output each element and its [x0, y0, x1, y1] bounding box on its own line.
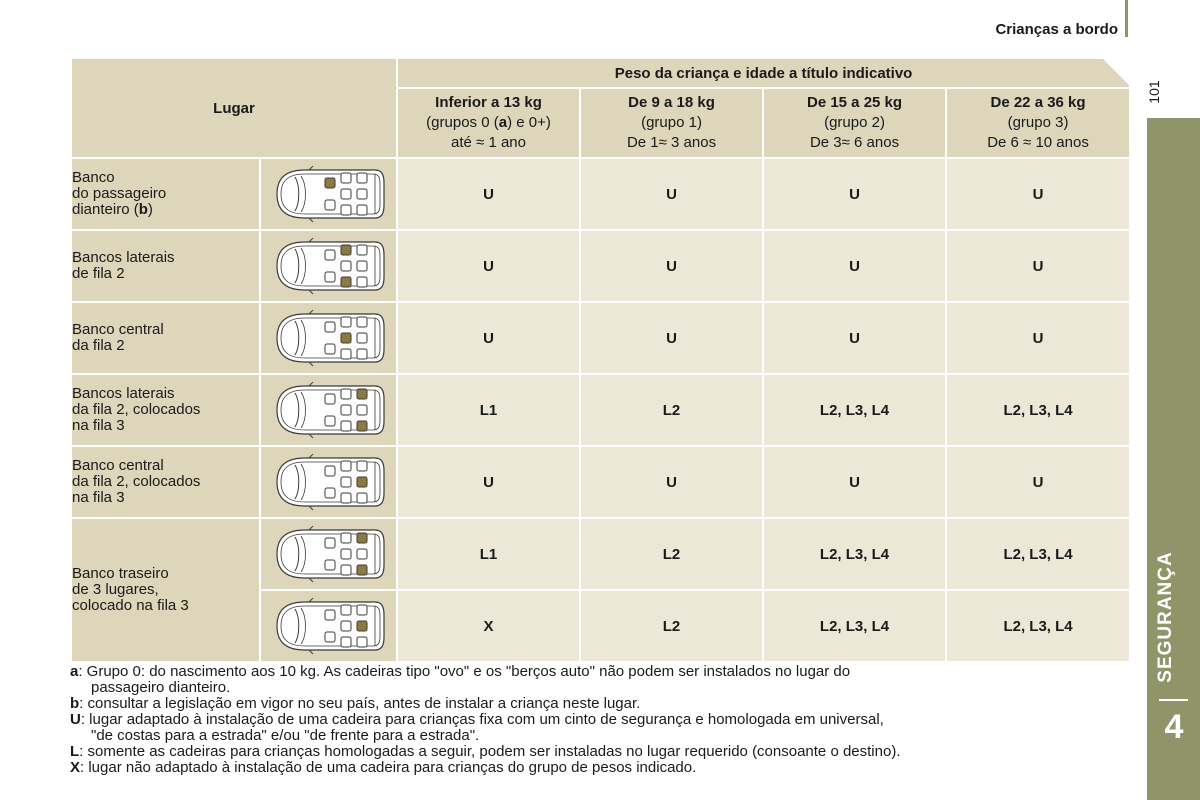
side-tab-rule [1159, 699, 1188, 701]
table-cell: U [396, 445, 582, 519]
table-cell: U [945, 445, 1132, 519]
footnote: X: lugar não adaptado à instalação de um… [70, 759, 697, 776]
table-cell: L2, L3, L4 [762, 589, 948, 663]
footnote: U: lugar adaptado à instalação de uma ca… [70, 711, 884, 728]
table-cell: U [762, 445, 948, 519]
table-row: Bancos laterais de fila 2 U U U U [70, 229, 1132, 303]
table-cell: U [945, 157, 1132, 231]
row-label: Banco do passageiro dianteiro (b) [70, 157, 261, 231]
footnote: b: consultar a legislação em vigor no se… [70, 695, 641, 712]
footnote: a: Grupo 0: do nascimento aos 10 kg. As … [70, 663, 851, 680]
row-label: Bancos laterais de fila 2 [70, 229, 261, 303]
table-row: Banco central da fila 2, colocados na fila… [70, 445, 1132, 519]
table-cell: L2 [579, 373, 765, 447]
section-side-tab [1147, 118, 1200, 800]
table-cell: L2, L3, L4 [945, 517, 1132, 591]
table-cell: L2, L3, L4 [945, 373, 1132, 447]
car-seat-diagram-icon [258, 301, 399, 375]
weight-header: Peso da criança e idade a título indicat… [396, 57, 1132, 89]
table-cell: U [396, 157, 582, 231]
table-cell: L2, L3, L4 [762, 373, 948, 447]
header-title: Crianças a bordo [995, 21, 1118, 38]
header-rule [1125, 0, 1128, 37]
row-label: Bancos laterais da fila 2, colocados na fi… [70, 373, 261, 447]
table-cell: U [945, 229, 1132, 303]
table-cell: X [396, 589, 582, 663]
table-cell: U [579, 445, 765, 519]
table-cell: L2 [579, 517, 765, 591]
table-cell: L2 [579, 589, 765, 663]
table-cell: U [945, 301, 1132, 375]
table-cell: U [762, 301, 948, 375]
table-cell: U [579, 301, 765, 375]
table-cell: U [579, 157, 765, 231]
table-row: Banco do passageiro dianteiro (b) U U U … [70, 157, 1132, 231]
row-label: Banco central da fila 2 [70, 301, 261, 375]
row-label: Banco traseiro de 3 lugares, colocado na f… [70, 517, 261, 663]
row-label: Banco central da fila 2, colocados na fila… [70, 445, 261, 519]
table-cell: L1 [396, 373, 582, 447]
table-row: Bancos laterais da fila 2, colocados na fi… [70, 373, 1132, 447]
car-seat-diagram-icon [258, 373, 399, 447]
table-row: Banco traseiro de 3 lugares, colocado na f… [70, 517, 1132, 663]
table-cell: L1 [396, 517, 582, 591]
column-header-0: Inferior a 13 kg (grupos 0 (a) e 0+) até… [396, 87, 582, 159]
column-header-2: De 15 a 25 kg (grupo 2) De 3≈ 6 anos [762, 87, 948, 159]
table-cell: U [396, 229, 582, 303]
chapter-number: 4 [1164, 708, 1184, 746]
table-cell: U [396, 301, 582, 375]
car-seat-diagram-icon [258, 517, 399, 591]
car-seat-diagram-icon [258, 589, 399, 663]
child-seat-table: Lugar Peso da criança e idade a título i… [69, 57, 1132, 663]
footnote-continuation: "de costas para a estrada" e/ou "de fren… [91, 727, 480, 744]
table-cell: U [762, 229, 948, 303]
column-header-1: De 9 a 18 kg (grupo 1) De 1≈ 3 anos [579, 87, 765, 159]
car-seat-diagram-icon [258, 229, 399, 303]
footnote: L: somente as cadeiras para crianças hom… [70, 743, 901, 760]
car-seat-diagram-icon [258, 445, 399, 519]
table-cell: U [762, 157, 948, 231]
footnotes: a: Grupo 0: do nascimento aos 10 kg. As … [70, 664, 1130, 776]
car-seat-diagram-icon [258, 157, 399, 231]
table-cell: L2, L3, L4 [762, 517, 948, 591]
table-cell: L2, L3, L4 [945, 589, 1132, 663]
footnote-continuation: passageiro dianteiro. [91, 679, 231, 696]
table-row: X L2 L2, L3, L4 L2, L3, L4 [71, 589, 1132, 663]
table-row: Banco central da fila 2 U U U U [70, 301, 1132, 375]
section-title: SEGURANÇA [1155, 551, 1176, 683]
lugar-header: Lugar [69, 57, 399, 159]
table-cell: U [579, 229, 765, 303]
column-header-3: De 22 a 36 kg (grupo 3) De 6 ≈ 10 anos [945, 87, 1132, 159]
page-number: 101 [1146, 80, 1162, 104]
